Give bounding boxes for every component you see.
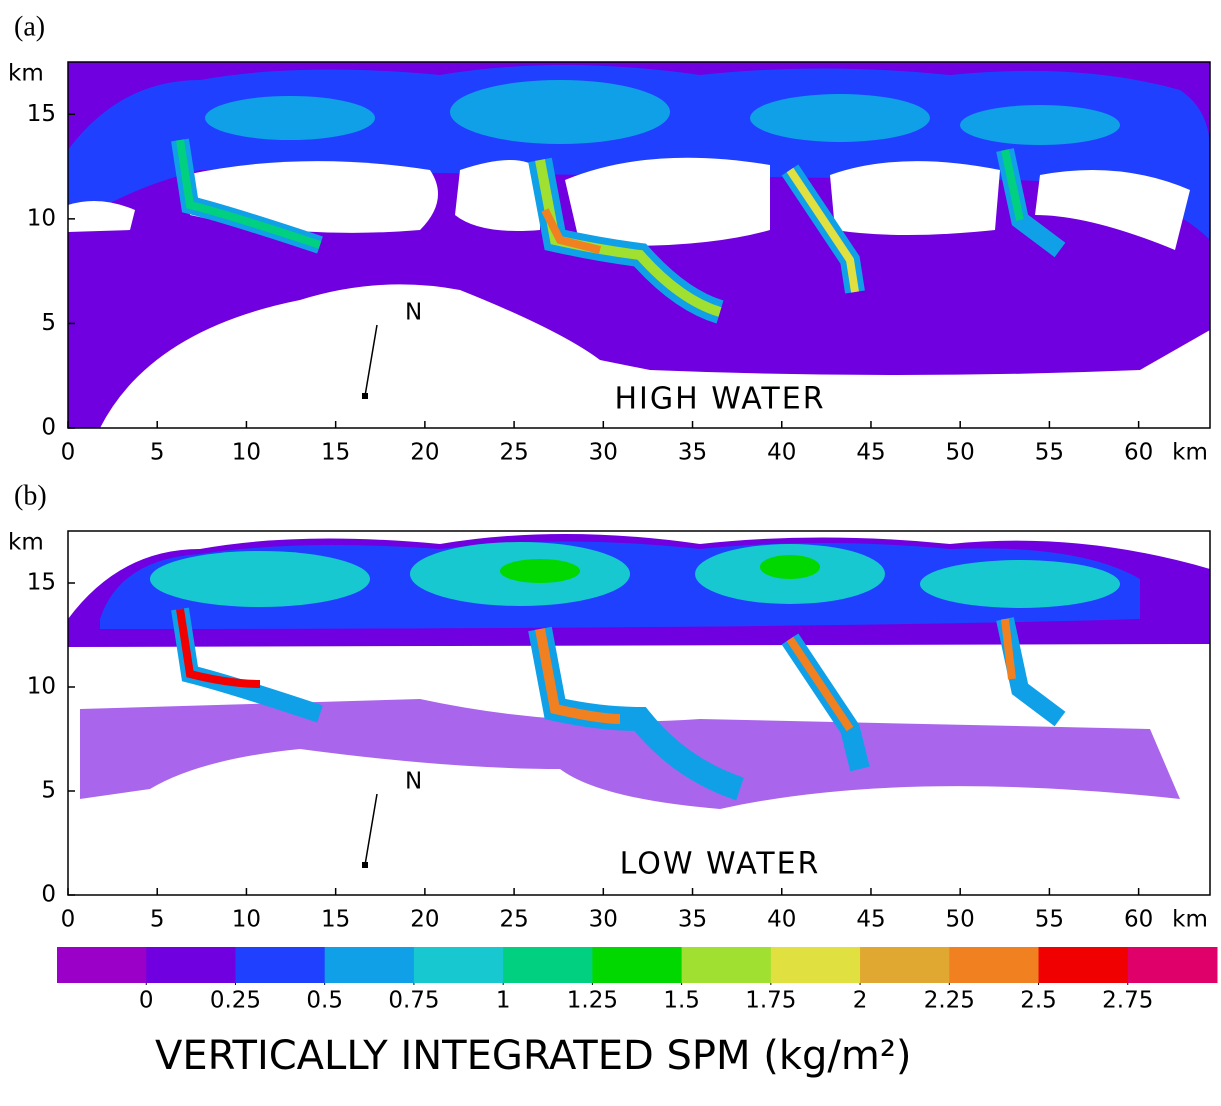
- x-tick-label: 25: [499, 907, 528, 933]
- x-tick-label: 5: [150, 440, 165, 466]
- colorbar-tick-label: 2: [853, 988, 868, 1014]
- panel-label: (a): [14, 11, 45, 42]
- x-tick-label: 0: [61, 440, 76, 466]
- colorbar-tick-label: 2.25: [924, 988, 975, 1014]
- y-tick-label: 0: [41, 415, 56, 441]
- colorbar-tick-label: 0: [139, 988, 154, 1014]
- colorbar-tick-label: 2.5: [1020, 988, 1057, 1014]
- colorbar-bin: [503, 947, 593, 983]
- x-tick-label: 15: [321, 907, 350, 933]
- x-tick-label: 0: [61, 907, 76, 933]
- x-unit: km: [1172, 907, 1208, 933]
- x-tick-label: 55: [1035, 907, 1064, 933]
- x-tick-label: 10: [232, 440, 261, 466]
- y-tick-label: 5: [41, 778, 56, 804]
- x-tick-label: 30: [589, 907, 618, 933]
- north-label: N: [405, 300, 422, 326]
- colorbar-bin: [324, 947, 415, 983]
- north-dot: [362, 393, 368, 399]
- north-arrow: [364, 793, 378, 866]
- x-tick-label: 15: [321, 440, 350, 466]
- x-tick-label: 45: [856, 440, 885, 466]
- colorbar-tick-label: 1: [496, 988, 511, 1014]
- colorbar-bin: [860, 947, 950, 983]
- y-tick-label: 15: [27, 570, 56, 596]
- x-tick-label: 45: [856, 907, 885, 933]
- colorbar-bin: [592, 947, 683, 983]
- x-tick-label: 30: [589, 440, 618, 466]
- x-tick-label: 40: [767, 440, 796, 466]
- x-tick-label: 50: [946, 907, 975, 933]
- colorbar-bin: [770, 947, 861, 983]
- colorbar-bin: [949, 947, 1040, 983]
- x-tick-label: 20: [410, 440, 439, 466]
- colorbar-bin: [1127, 947, 1218, 983]
- colorbar-bin: [146, 947, 236, 983]
- north-label: N: [405, 769, 422, 795]
- x-tick-label: 40: [767, 907, 796, 933]
- x-tick-label: 35: [678, 440, 707, 466]
- field-b: [68, 531, 1210, 897]
- x-tick-label: 50: [946, 440, 975, 466]
- colorbar-bin: [235, 947, 326, 983]
- colorbar-tick-label: 1.25: [567, 988, 618, 1014]
- colorbar-bin: [1038, 947, 1129, 983]
- panel-annotation: LOW WATER: [620, 847, 821, 882]
- x-tick-label: 35: [678, 907, 707, 933]
- colorbar-tick-label: 1.75: [745, 988, 796, 1014]
- x-tick-label: 20: [410, 907, 439, 933]
- field-a: [68, 62, 1210, 428]
- panel-label: (b): [14, 480, 47, 511]
- colorbar-tick-label: 0.25: [210, 988, 261, 1014]
- north-dot: [362, 862, 368, 868]
- colorbar-title: VERTICALLY INTEGRATED SPM (kg/m²): [155, 1033, 912, 1079]
- panel-annotation: HIGH WATER: [614, 382, 825, 417]
- plot-frame: [67, 530, 1211, 896]
- colorbar-tick-label: 1.5: [663, 988, 700, 1014]
- y-tick-label: 5: [41, 310, 56, 336]
- north-arrow: [364, 324, 378, 397]
- colorbar-tick-label: 2.75: [1102, 988, 1153, 1014]
- y-unit: km: [8, 530, 44, 556]
- y-unit: km: [8, 61, 44, 87]
- colorbar-tick-label: 0.5: [306, 988, 343, 1014]
- colorbar-bin: [681, 947, 772, 983]
- x-unit: km: [1172, 440, 1208, 466]
- x-tick-label: 5: [150, 907, 165, 933]
- x-tick-label: 60: [1124, 907, 1153, 933]
- y-tick-label: 0: [41, 882, 56, 908]
- y-tick-label: 15: [27, 101, 56, 127]
- x-tick-label: 25: [499, 440, 528, 466]
- x-tick-label: 55: [1035, 440, 1064, 466]
- x-tick-label: 10: [232, 907, 261, 933]
- x-tick-label: 60: [1124, 440, 1153, 466]
- plot-frame: [67, 61, 1211, 429]
- y-tick-label: 10: [27, 674, 56, 700]
- colorbar-bin: [413, 947, 504, 983]
- colorbar-tick-label: 0.75: [388, 988, 439, 1014]
- y-tick-label: 10: [27, 205, 56, 231]
- colorbar-bin: [57, 947, 147, 983]
